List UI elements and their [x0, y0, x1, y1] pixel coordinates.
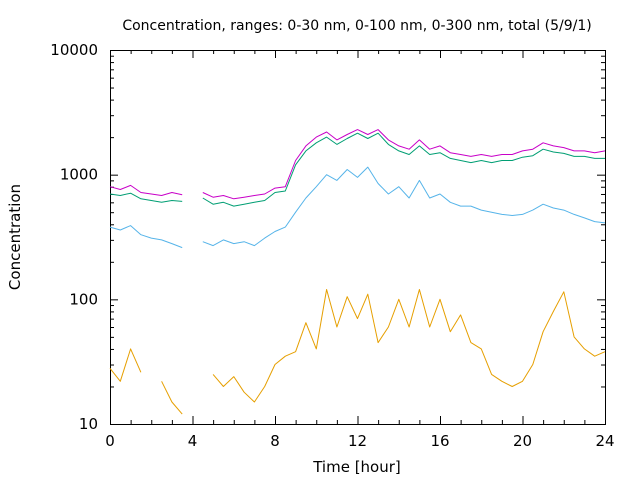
plot-frame [110, 50, 606, 425]
y-axis-label: Concentration [6, 184, 24, 290]
series-line-2 [109, 132, 605, 207]
x-tick-label: 8 [270, 432, 280, 450]
chart-title: Concentration, ranges: 0-30 nm, 0-100 nm… [122, 18, 591, 34]
x-tick-label: 4 [188, 432, 198, 450]
series-group [109, 129, 606, 415]
x-axis-label: Time [hour] [312, 458, 401, 476]
y-tick-label: 10 [79, 415, 98, 433]
x-tick-label: 16 [430, 432, 449, 450]
x-tick-label: 20 [513, 432, 532, 450]
series-line-3 [109, 166, 606, 249]
x-tick-label: 0 [105, 432, 115, 450]
y-axis: 10 100 1000 10000 [50, 41, 605, 433]
x-tick-label: 12 [348, 432, 367, 450]
y-tick-label: 10000 [50, 41, 98, 59]
series-line-1 [109, 129, 606, 200]
x-tick-label: 24 [595, 432, 614, 450]
x-axis: 0 4 8 12 16 20 24 [105, 50, 615, 450]
y-tick-label: 100 [69, 290, 98, 308]
y-tick-label: 1000 [60, 166, 98, 184]
series-line-4 [109, 289, 606, 415]
